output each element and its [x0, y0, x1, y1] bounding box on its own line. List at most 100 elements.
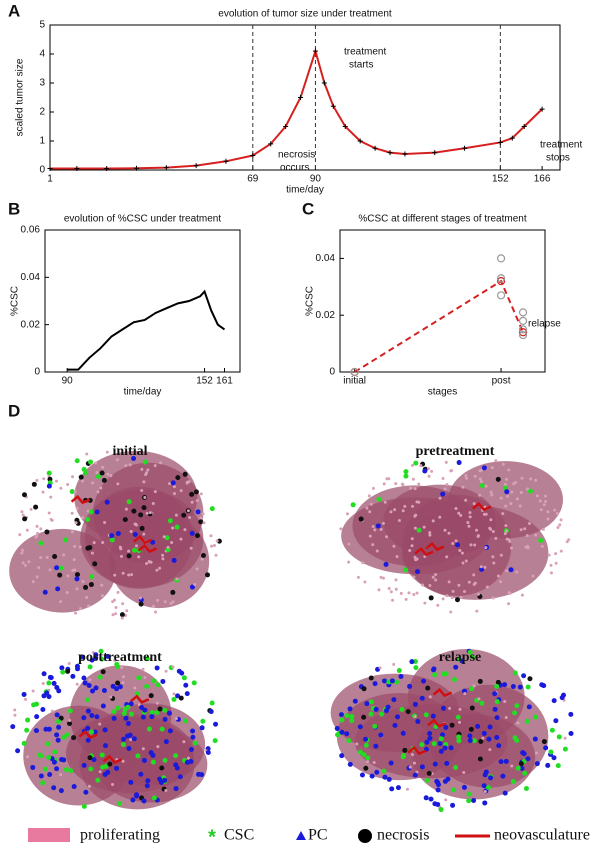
cell [381, 768, 387, 774]
cell [443, 671, 449, 677]
cell [548, 749, 554, 755]
cell [129, 738, 133, 742]
cell [455, 714, 461, 720]
cell [45, 741, 51, 747]
cell [190, 734, 196, 740]
cell [22, 516, 28, 522]
cell [81, 762, 87, 768]
cell [549, 727, 555, 733]
cell [468, 726, 474, 732]
annotation: stops [546, 153, 570, 164]
cell [88, 678, 92, 682]
cell [21, 492, 27, 498]
y-tick-label: 0 [329, 367, 335, 378]
cell [42, 589, 48, 595]
cell [462, 589, 466, 593]
cell [89, 657, 95, 663]
cell [410, 463, 414, 467]
cell [350, 502, 356, 508]
cell [179, 489, 183, 493]
cell [71, 784, 77, 790]
cell [79, 654, 85, 660]
cell [412, 761, 416, 765]
cell [74, 611, 78, 615]
cell [394, 578, 398, 582]
vessel [133, 534, 153, 545]
cell [444, 655, 448, 659]
cell [444, 460, 448, 464]
cell [467, 524, 471, 528]
cell [373, 706, 379, 712]
cell [338, 712, 344, 718]
cell [500, 773, 506, 779]
cell [555, 511, 559, 515]
cell [430, 469, 434, 473]
cell [139, 704, 145, 710]
cell [48, 568, 52, 572]
cell [538, 537, 544, 543]
cell [432, 761, 438, 767]
cell [160, 678, 166, 684]
cell [430, 713, 436, 719]
cell [92, 729, 98, 735]
cell [171, 665, 175, 669]
cell [86, 683, 92, 689]
cell [481, 783, 487, 789]
cell [389, 678, 395, 684]
cell [441, 477, 445, 481]
cell [503, 699, 507, 703]
cell [372, 681, 378, 687]
cell [61, 734, 67, 740]
cell [128, 701, 134, 707]
cell [510, 546, 514, 550]
cell [205, 572, 211, 578]
cell [97, 674, 103, 680]
cell [485, 585, 489, 589]
cell [154, 710, 160, 716]
cell [172, 692, 176, 696]
cell [20, 510, 24, 514]
cell [52, 554, 58, 560]
cell [501, 512, 505, 516]
cell [120, 666, 124, 670]
cell [519, 528, 523, 532]
cell [173, 762, 179, 768]
cell [468, 515, 472, 519]
cell [153, 464, 157, 468]
cell [175, 577, 179, 581]
cell [479, 483, 485, 489]
cell [444, 798, 448, 802]
cell [85, 452, 89, 456]
cell [419, 764, 425, 770]
cell [171, 557, 177, 563]
panel-label: C [302, 199, 314, 218]
cell [431, 575, 435, 579]
cell [29, 507, 33, 511]
cell [450, 802, 456, 808]
cell [109, 695, 113, 699]
cell [454, 539, 458, 543]
cell [479, 468, 483, 472]
cell [100, 764, 106, 770]
cell [419, 464, 423, 468]
cell [464, 498, 468, 502]
cell [193, 489, 199, 495]
cell [134, 523, 138, 527]
cell [65, 668, 71, 674]
cell [349, 718, 355, 724]
cell [423, 795, 429, 801]
cell [503, 532, 507, 536]
cell [101, 688, 107, 694]
cell [162, 757, 168, 763]
cell [149, 560, 153, 564]
cell [177, 774, 183, 780]
cell [170, 589, 176, 595]
cell [38, 773, 44, 779]
cell [553, 508, 557, 512]
cell [188, 515, 192, 519]
cell [159, 765, 165, 771]
cell [339, 753, 345, 759]
x-tick-label: 161 [216, 376, 233, 387]
cell [461, 561, 465, 565]
cell [456, 734, 462, 740]
